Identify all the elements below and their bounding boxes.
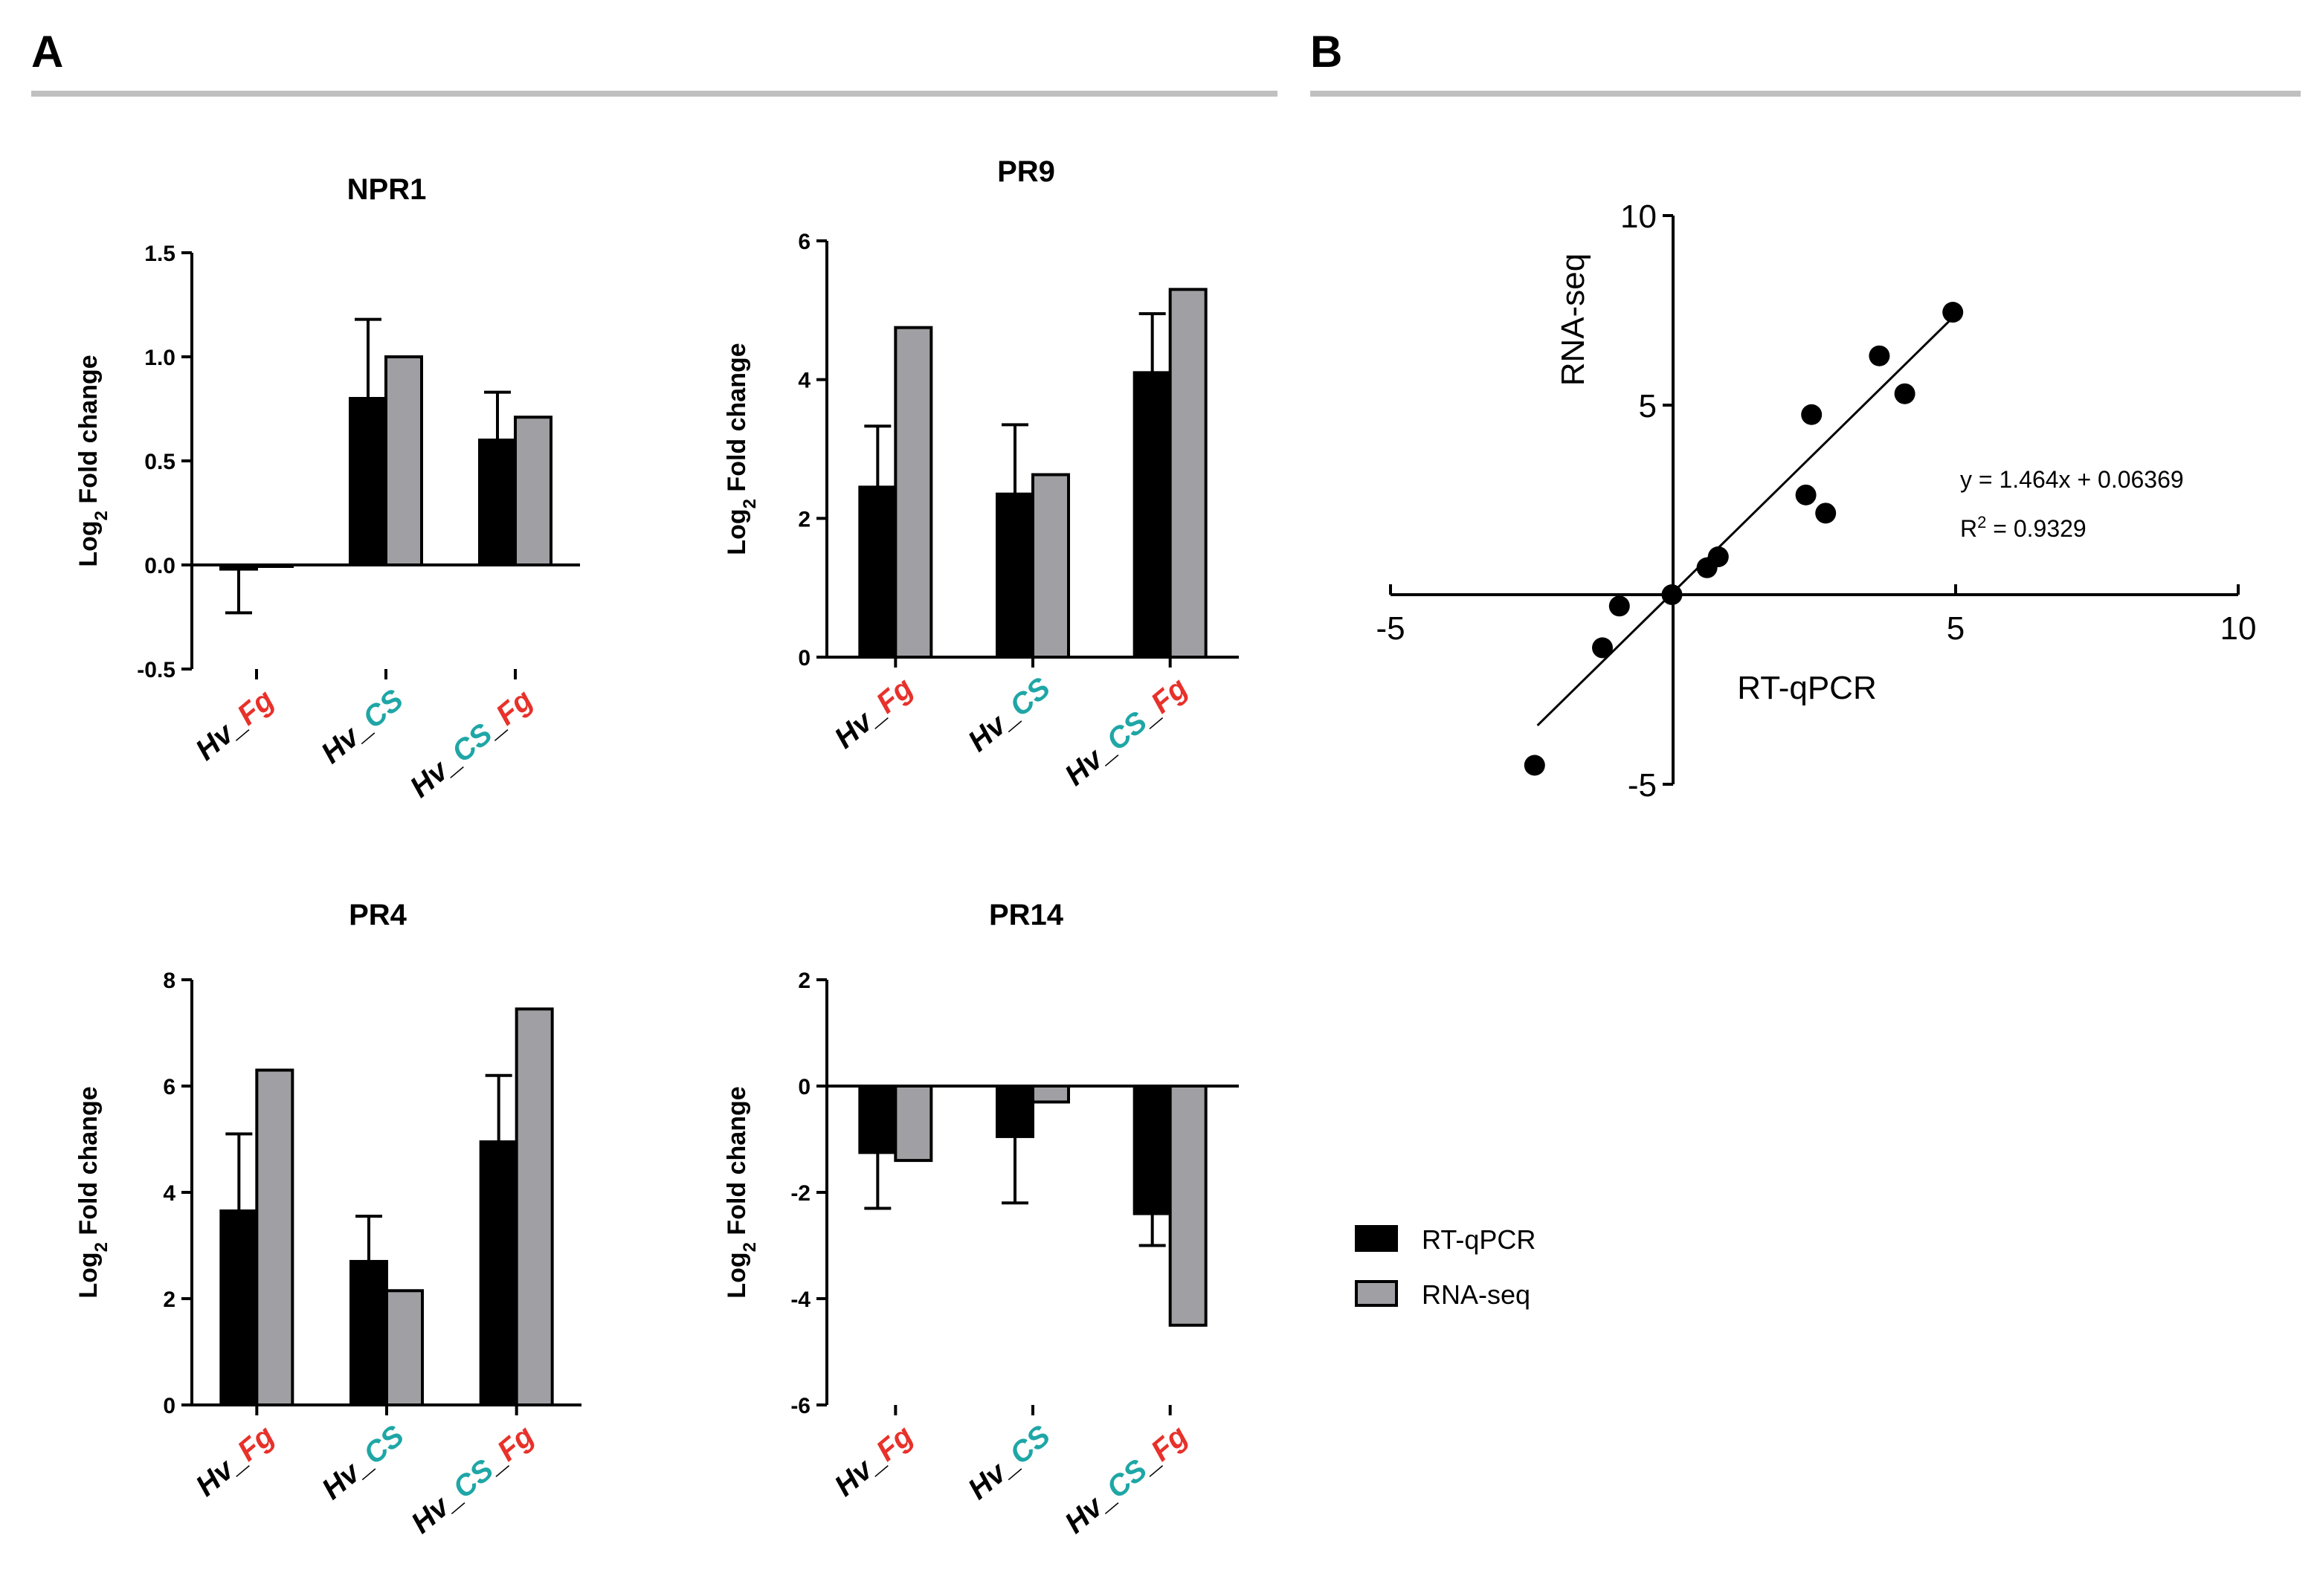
- bar-rnaseq-hv-fg: [894, 326, 933, 659]
- chart-title: PR4: [349, 899, 407, 931]
- y-tick-label: 10: [1620, 198, 1657, 235]
- chart-title: PR9: [997, 155, 1055, 188]
- bar-rtqpcr-hv-fg: [858, 485, 898, 659]
- bar-rnaseq-hv-fg: [255, 563, 294, 568]
- y-tick-label: 1.0: [144, 346, 175, 370]
- y-tick-label: -5: [1628, 767, 1657, 804]
- y-tick-label: -2: [790, 1181, 811, 1206]
- y-tick-label: 4: [798, 369, 811, 393]
- x-category-label-hv-fg: Hv_Fg: [828, 1419, 919, 1502]
- y-axis-label: Log2 Fold change: [74, 1086, 112, 1298]
- x-category-label-hv-cs-fg: Hv_CS_Fg: [1059, 1419, 1194, 1540]
- x-category-label-hv-cs-fg: Hv_CS_Fg: [1059, 671, 1194, 792]
- bar-rnaseq-hv-cs-fg: [514, 416, 552, 567]
- scatter-chart: -5 5 10 -5 5 10 RT-qPCR RNA-seq y = 1.464x + 0.0…: [1376, 198, 2256, 804]
- scatter-point: [1801, 404, 1823, 425]
- legend-label-rtqpcr: RT-qPCR: [1422, 1224, 1536, 1255]
- bar-rnaseq-hv-cs-fg: [515, 1007, 554, 1406]
- panel-b-label: B: [1310, 27, 1342, 77]
- bar-rnaseq-hv-cs: [384, 355, 423, 566]
- bar-rnaseq-hv-cs: [1031, 473, 1070, 659]
- x-category-label-hv-cs: Hv_CS: [315, 683, 410, 770]
- x-category-label-hv-cs: Hv_CS: [962, 671, 1057, 758]
- x-tick-label: -5: [1376, 610, 1405, 647]
- x-axis-title: RT-qPCR: [1737, 670, 1876, 706]
- scatter-point: [1942, 302, 1964, 323]
- y-axis-label: Log2 Fold change: [723, 1086, 760, 1298]
- y-tick-label: 6: [798, 230, 811, 254]
- x-category-label-hv-fg: Hv_Fg: [190, 683, 280, 766]
- bar-rtqpcr-hv-cs-fg: [1132, 371, 1172, 659]
- scatter-point: [1869, 345, 1890, 366]
- scatter-point: [1524, 755, 1545, 776]
- y-tick-label: 0.5: [144, 450, 175, 474]
- bar-rtqpcr-hv-cs: [349, 397, 387, 566]
- panel-a-label: A: [31, 27, 63, 77]
- scatter-point: [1661, 584, 1683, 605]
- scatter-point: [1795, 484, 1817, 505]
- y-tick-label: 4: [163, 1181, 175, 1206]
- legend-swatch-rnaseq: [1355, 1280, 1398, 1307]
- chart-title: NPR1: [347, 173, 427, 206]
- legend: RT-qPCR RNA-seq: [1355, 1224, 1536, 1310]
- bar-rtqpcr-hv-fg: [858, 1085, 898, 1154]
- y-axis-title: RNA-seq: [1555, 253, 1591, 387]
- legend-label-rnaseq: RNA-seq: [1422, 1279, 1530, 1310]
- bar-rtqpcr-hv-cs: [349, 1259, 388, 1406]
- r-squared: R2 = 0.9329: [1960, 513, 2087, 543]
- y-axis-label: Log2 Fold change: [74, 355, 112, 566]
- bar-rtqpcr-hv-cs-fg: [1132, 1085, 1172, 1215]
- y-tick-label: 0.0: [144, 554, 175, 578]
- y-tick-label: 5: [1639, 388, 1657, 424]
- y-tick-label: 0: [798, 646, 811, 671]
- y-tick-label: 0: [163, 1394, 175, 1418]
- bar-rnaseq-hv-cs-fg: [1168, 1085, 1208, 1327]
- bar-charts: NPR1 Log2 Fold change -0.5 0.0 0.5 1.0 1.5 Hv_F…: [74, 155, 1239, 1540]
- y-tick-label: -4: [790, 1288, 811, 1312]
- bar-rtqpcr-hv-cs-fg: [479, 1140, 518, 1406]
- y-tick-label: 0: [798, 1075, 811, 1099]
- bar-rtqpcr-hv-fg: [219, 563, 258, 571]
- bar-rtqpcr-hv-fg: [219, 1209, 259, 1407]
- bar-rnaseq-hv-cs: [1031, 1085, 1070, 1104]
- bar-rnaseq-hv-cs: [385, 1289, 424, 1407]
- scatter-point: [1894, 383, 1915, 404]
- y-tick-label: 8: [163, 969, 175, 993]
- bar-rnaseq-hv-cs-fg: [1168, 288, 1208, 659]
- y-tick-label: -0.5: [137, 658, 175, 682]
- bar-rtqpcr-hv-cs: [996, 1085, 1034, 1138]
- chart-title: PR14: [989, 899, 1064, 931]
- regression-line: [1536, 314, 1957, 727]
- bar-chart-pr4: PR4 Log2 Fold change 0 2 4 6 8 Hv_Fg Hv_CSHv_CS_…: [74, 899, 581, 1540]
- bar-chart-npr1: NPR1 Log2 Fold change -0.5 0.0 0.5 1.0 1.5 Hv_F…: [74, 173, 580, 804]
- bar-rtqpcr-hv-cs-fg: [478, 439, 517, 566]
- bar-rtqpcr-hv-cs: [996, 492, 1034, 659]
- x-category-label-hv-cs: Hv_CS: [316, 1419, 410, 1506]
- scatter-point: [1592, 637, 1613, 659]
- y-tick-label: 2: [798, 507, 811, 532]
- y-tick-label: 2: [163, 1288, 175, 1312]
- x-category-label-hv-fg: Hv_Fg: [190, 1419, 280, 1502]
- bar-chart-pr9: PR9 Log2 Fold change 0 2 4 6 Hv_Fg Hv_CSHv_CS_F…: [723, 155, 1239, 792]
- scatter-point: [1815, 503, 1837, 524]
- x-category-label-hv-cs: Hv_CS: [962, 1419, 1057, 1506]
- scatter-point: [1608, 595, 1630, 617]
- x-tick-label: 10: [2220, 610, 2257, 647]
- y-tick-label: 6: [163, 1075, 175, 1099]
- x-category-label-hv-cs-fg: Hv_CS_Fg: [405, 1419, 541, 1540]
- x-category-label-hv-cs-fg: Hv_CS_Fg: [404, 683, 539, 804]
- x-tick-label: 5: [1947, 610, 1965, 647]
- y-axis-label: Log2 Fold change: [723, 343, 760, 555]
- x-category-label-hv-fg: Hv_Fg: [828, 671, 919, 755]
- regression-equation: y = 1.464x + 0.06369: [1960, 466, 2184, 493]
- bar-rnaseq-hv-fg: [894, 1085, 933, 1163]
- bar-rnaseq-hv-fg: [255, 1068, 294, 1407]
- legend-swatch-rtqpcr: [1355, 1225, 1398, 1252]
- y-tick-label: -6: [790, 1394, 811, 1418]
- bar-chart-pr14: PR14 Log2 Fold change -6 -4 -2 0 2 Hv_Fg Hv_CSHv…: [723, 899, 1239, 1540]
- y-tick-label: 1.5: [144, 242, 175, 266]
- y-tick-label: 2: [798, 969, 811, 993]
- scatter-point: [1707, 546, 1729, 567]
